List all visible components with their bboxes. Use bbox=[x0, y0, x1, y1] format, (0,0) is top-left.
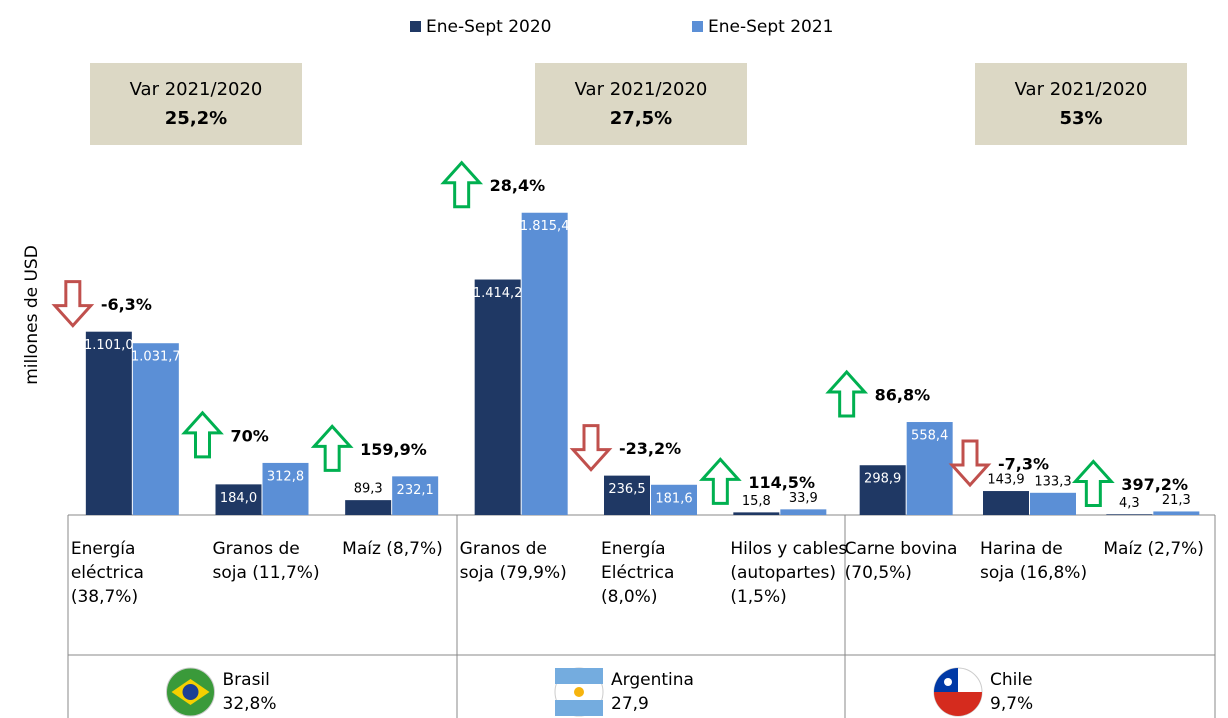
group-name: Brasil bbox=[222, 670, 270, 690]
value-label: 133,3 bbox=[1034, 474, 1071, 489]
legend-label: Ene-Sept 2021 bbox=[708, 17, 833, 37]
category-label: Hilos y cables (autopartes) (1,5%) bbox=[730, 539, 848, 607]
value-label: 298,9 bbox=[864, 472, 901, 487]
legend-label: Ene-Sept 2020 bbox=[426, 17, 551, 37]
change-arrow bbox=[825, 369, 869, 418]
change-arrow bbox=[310, 424, 354, 472]
value-label: 1.101,0 bbox=[84, 338, 134, 353]
value-label: 1.031,7 bbox=[131, 350, 181, 365]
change-arrow bbox=[1071, 459, 1115, 507]
flag-part bbox=[182, 684, 199, 700]
var-box bbox=[535, 63, 747, 145]
change-label: 70% bbox=[231, 426, 269, 445]
bar bbox=[345, 500, 392, 515]
category-label: Maíz (2,7%) bbox=[1103, 539, 1204, 559]
bar bbox=[474, 279, 521, 515]
change-arrow bbox=[181, 410, 224, 459]
value-label: 558,4 bbox=[911, 429, 948, 444]
flag bbox=[554, 667, 604, 717]
group-share: 27,9 bbox=[611, 694, 649, 714]
category-label: Carne bovina (70,5%) bbox=[844, 539, 958, 583]
bar bbox=[906, 422, 953, 515]
change-arrow bbox=[51, 280, 95, 328]
value-label: 1.815,4 bbox=[520, 219, 570, 234]
value-label: 232,1 bbox=[397, 483, 434, 498]
change-label: 28,4% bbox=[490, 176, 546, 195]
var-value: 27,5% bbox=[610, 108, 672, 129]
value-label: 236,5 bbox=[608, 482, 645, 497]
bar bbox=[521, 212, 568, 515]
category-label: Granos de soja (11,7%) bbox=[212, 539, 320, 583]
value-label: 89,3 bbox=[354, 482, 383, 497]
var-box bbox=[975, 63, 1187, 145]
flag-part bbox=[555, 700, 603, 716]
bar bbox=[1030, 492, 1076, 515]
group-name: Argentina bbox=[611, 670, 694, 690]
bar bbox=[1106, 514, 1153, 515]
change-arrow bbox=[440, 160, 484, 209]
flag bbox=[933, 667, 983, 717]
change-arrow bbox=[569, 424, 613, 472]
change-arrow bbox=[948, 439, 992, 488]
var-title: Var 2021/2020 bbox=[1015, 79, 1148, 100]
bar bbox=[604, 475, 650, 515]
var-value: 53% bbox=[1059, 108, 1102, 129]
flag-part bbox=[574, 687, 584, 697]
change-label: -6,3% bbox=[101, 295, 152, 314]
bar bbox=[215, 484, 262, 515]
bar bbox=[733, 512, 780, 515]
bar bbox=[651, 484, 697, 515]
flag-part bbox=[944, 678, 952, 686]
value-label: 4,3 bbox=[1119, 496, 1140, 511]
value-label: 21,3 bbox=[1162, 493, 1191, 508]
category-label: Energía Eléctrica (8,0%) bbox=[601, 539, 675, 607]
change-label: 86,8% bbox=[875, 386, 931, 405]
bar bbox=[85, 331, 132, 515]
bar bbox=[1153, 511, 1200, 515]
var-box bbox=[90, 63, 302, 145]
category-label: Granos de soja (79,9%) bbox=[459, 539, 567, 583]
value-label: 143,9 bbox=[987, 473, 1024, 488]
change-label: -7,3% bbox=[998, 455, 1049, 474]
flag-part bbox=[934, 692, 982, 716]
value-label: 312,8 bbox=[267, 469, 304, 484]
value-label: 15,8 bbox=[742, 494, 771, 509]
legend-swatch bbox=[692, 21, 703, 32]
var-title: Var 2021/2020 bbox=[575, 79, 708, 100]
value-label: 181,6 bbox=[655, 491, 692, 506]
bar bbox=[780, 509, 827, 515]
change-label: 397,2% bbox=[1121, 475, 1188, 494]
category-label: Energía eléctrica (38,7%) bbox=[70, 539, 144, 607]
bar bbox=[132, 343, 179, 515]
legend-swatch bbox=[410, 21, 421, 32]
bar bbox=[859, 465, 906, 515]
category-label: Maíz (8,7%) bbox=[342, 539, 443, 559]
var-title: Var 2021/2020 bbox=[130, 79, 263, 100]
group-share: 32,8% bbox=[222, 694, 277, 714]
change-label: 114,5% bbox=[748, 473, 815, 492]
change-label: 159,9% bbox=[360, 440, 427, 459]
value-label: 184,0 bbox=[220, 491, 257, 506]
flag bbox=[166, 667, 215, 717]
value-label: 1.414,2 bbox=[473, 286, 523, 301]
bar bbox=[392, 476, 439, 515]
bar bbox=[983, 491, 1029, 515]
group-name: Chile bbox=[990, 670, 1033, 690]
y-axis-label: millones de USD bbox=[22, 245, 42, 385]
change-label: -23,2% bbox=[619, 439, 681, 458]
change-arrow bbox=[698, 457, 742, 505]
var-value: 25,2% bbox=[165, 108, 227, 129]
category-label: Harina de soja (16,8%) bbox=[980, 539, 1088, 583]
group-share: 9,7% bbox=[990, 694, 1034, 714]
value-label: 33,9 bbox=[789, 491, 818, 506]
bar bbox=[262, 462, 309, 515]
flag-part bbox=[555, 668, 603, 684]
